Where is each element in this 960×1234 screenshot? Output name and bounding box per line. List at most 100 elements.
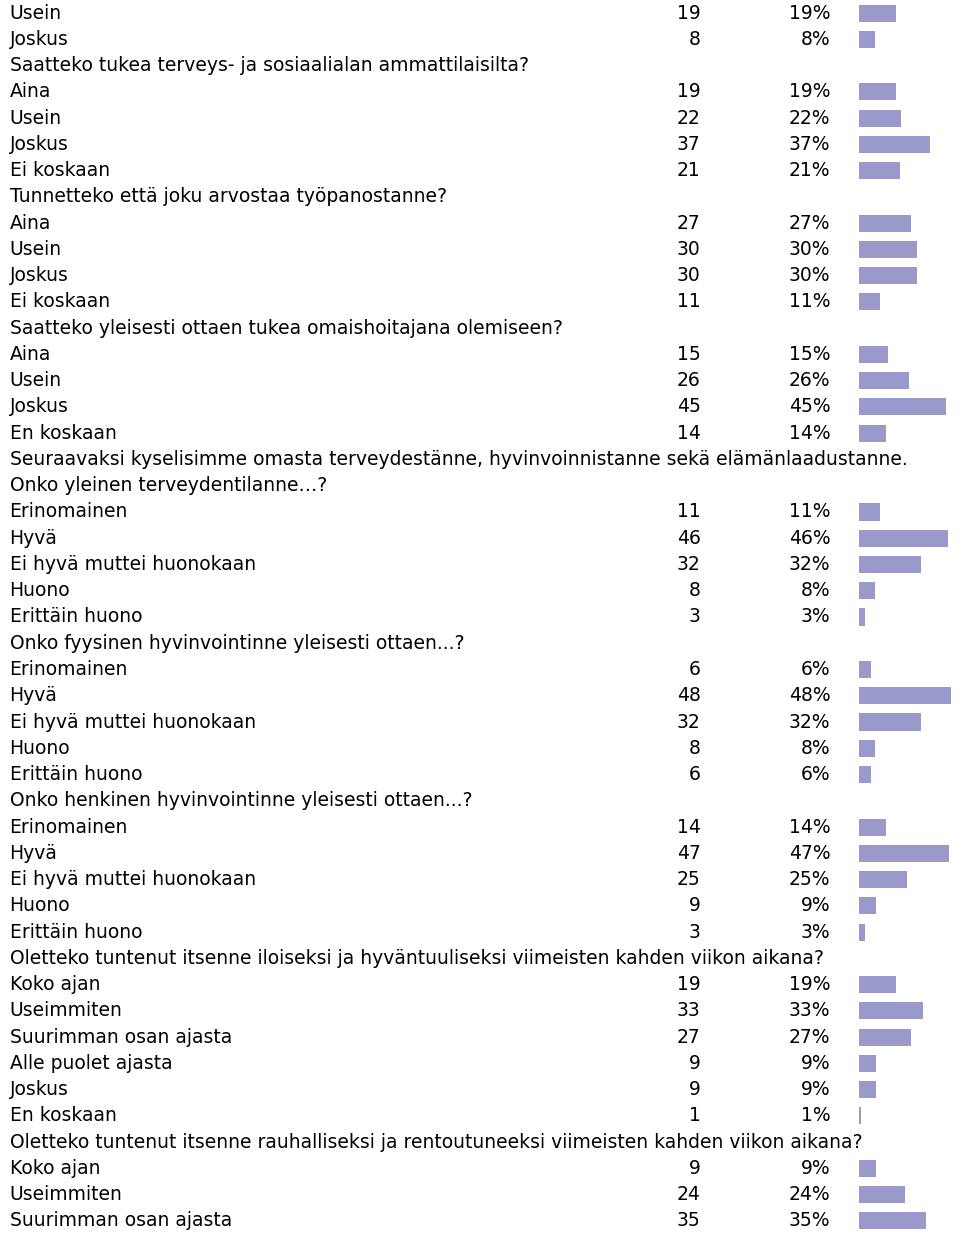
Text: Koko ajan: Koko ajan (10, 975, 100, 995)
Text: 8%: 8% (801, 581, 830, 600)
Text: 48%: 48% (789, 686, 830, 706)
Text: 15%: 15% (789, 346, 830, 364)
Text: Erinomainen: Erinomainen (10, 502, 128, 522)
Text: Huono: Huono (10, 581, 70, 600)
Text: Hyvä: Hyvä (10, 528, 58, 548)
Text: 35%: 35% (789, 1212, 830, 1230)
Text: 32%: 32% (789, 712, 830, 732)
Text: 45%: 45% (789, 397, 830, 416)
Text: 27%: 27% (789, 213, 830, 233)
Text: 21: 21 (677, 162, 701, 180)
Text: 24%: 24% (789, 1185, 830, 1204)
Text: Tunnetteko että joku arvostaa työpanostanne?: Tunnetteko että joku arvostaa työpanosta… (10, 188, 446, 206)
Text: 25%: 25% (789, 870, 830, 888)
Text: Joskus: Joskus (10, 1080, 68, 1099)
Text: 3%: 3% (801, 607, 830, 627)
Text: Hyvä: Hyvä (10, 686, 58, 706)
Text: Erittäin huono: Erittäin huono (10, 765, 142, 784)
Text: 11%: 11% (789, 292, 830, 311)
Text: 19: 19 (677, 975, 701, 995)
Bar (859, 241, 917, 258)
Text: 48: 48 (677, 686, 701, 706)
Bar (859, 31, 875, 48)
Bar (859, 871, 907, 888)
Text: 46: 46 (677, 528, 701, 548)
Bar (859, 215, 911, 232)
Text: 8: 8 (689, 30, 701, 49)
Text: 32%: 32% (789, 555, 830, 574)
Text: En koskaan: En koskaan (10, 1107, 116, 1125)
Bar (859, 503, 880, 521)
Text: 26: 26 (677, 371, 701, 390)
Text: 11%: 11% (789, 502, 830, 522)
Text: 6: 6 (689, 765, 701, 784)
Bar (859, 267, 917, 284)
Text: 30: 30 (677, 267, 701, 285)
Bar (859, 687, 951, 705)
Bar (859, 294, 880, 311)
Bar (859, 1107, 861, 1124)
Text: Erinomainen: Erinomainen (10, 660, 128, 679)
Text: Hyvä: Hyvä (10, 844, 58, 863)
Bar (859, 976, 896, 993)
Text: 15: 15 (677, 346, 701, 364)
Bar (859, 1002, 923, 1019)
Text: 30%: 30% (789, 239, 830, 259)
Text: 27: 27 (677, 213, 701, 233)
Text: 9%: 9% (801, 1080, 830, 1099)
Text: 37: 37 (677, 135, 701, 154)
Text: Saatteko tukea terveys- ja sosiaalialan ammattilaisilta?: Saatteko tukea terveys- ja sosiaalialan … (10, 56, 529, 75)
Text: 19%: 19% (789, 83, 830, 101)
Text: Usein: Usein (10, 239, 61, 259)
Text: 14: 14 (677, 818, 701, 837)
Bar (859, 582, 875, 600)
Text: 9: 9 (689, 1159, 701, 1178)
Text: 47: 47 (677, 844, 701, 863)
Text: Ei koskaan: Ei koskaan (10, 162, 109, 180)
Bar (859, 608, 865, 626)
Text: Aina: Aina (10, 213, 51, 233)
Text: 19%: 19% (789, 4, 830, 22)
Text: 3%: 3% (801, 923, 830, 942)
Bar (859, 1212, 926, 1229)
Text: 6%: 6% (801, 660, 830, 679)
Text: 9: 9 (689, 1054, 701, 1072)
Text: Usein: Usein (10, 4, 61, 22)
Text: 32: 32 (677, 712, 701, 732)
Text: Useimmiten: Useimmiten (10, 1185, 123, 1204)
Text: Usein: Usein (10, 109, 61, 127)
Text: Saatteko yleisesti ottaen tukea omaishoitajana olemiseen?: Saatteko yleisesti ottaen tukea omaishoi… (10, 318, 563, 338)
Text: 1%: 1% (801, 1107, 830, 1125)
Text: Ei hyvä muttei huonokaan: Ei hyvä muttei huonokaan (10, 870, 255, 888)
Text: 22%: 22% (789, 109, 830, 127)
Text: En koskaan: En koskaan (10, 423, 116, 443)
Text: 33: 33 (677, 1001, 701, 1021)
Text: Oletteko tuntenut itsenne iloiseksi ja hyväntuuliseksi viimeisten kahden viikon : Oletteko tuntenut itsenne iloiseksi ja h… (10, 949, 824, 967)
Text: 47%: 47% (789, 844, 830, 863)
Text: 30%: 30% (789, 267, 830, 285)
Text: 9%: 9% (801, 1159, 830, 1178)
Text: 14%: 14% (789, 818, 830, 837)
Text: 9: 9 (689, 1080, 701, 1099)
Text: Ei hyvä muttei huonokaan: Ei hyvä muttei huonokaan (10, 712, 255, 732)
Text: 27%: 27% (789, 1028, 830, 1046)
Bar (859, 557, 921, 573)
Text: Joskus: Joskus (10, 135, 68, 154)
Bar (859, 818, 886, 835)
Bar (859, 162, 900, 179)
Text: 11: 11 (677, 502, 701, 522)
Text: Joskus: Joskus (10, 30, 68, 49)
Bar (859, 1160, 876, 1177)
Text: 14%: 14% (789, 423, 830, 443)
Bar (859, 1029, 911, 1045)
Text: Onko fyysinen hyvinvointinne yleisesti ottaen...?: Onko fyysinen hyvinvointinne yleisesti o… (10, 634, 464, 653)
Text: Joskus: Joskus (10, 267, 68, 285)
Bar (859, 766, 871, 784)
Text: 8%: 8% (801, 739, 830, 758)
Text: 8%: 8% (801, 30, 830, 49)
Text: Onko yleinen terveydentilanne…?: Onko yleinen terveydentilanne…? (10, 476, 326, 495)
Text: Oletteko tuntenut itsenne rauhalliseksi ja rentoutuneeksi viimeisten kahden viik: Oletteko tuntenut itsenne rauhalliseksi … (10, 1133, 862, 1151)
Text: Suurimman osan ajasta: Suurimman osan ajasta (10, 1028, 232, 1046)
Bar (859, 661, 871, 677)
Text: Erittäin huono: Erittäin huono (10, 607, 142, 627)
